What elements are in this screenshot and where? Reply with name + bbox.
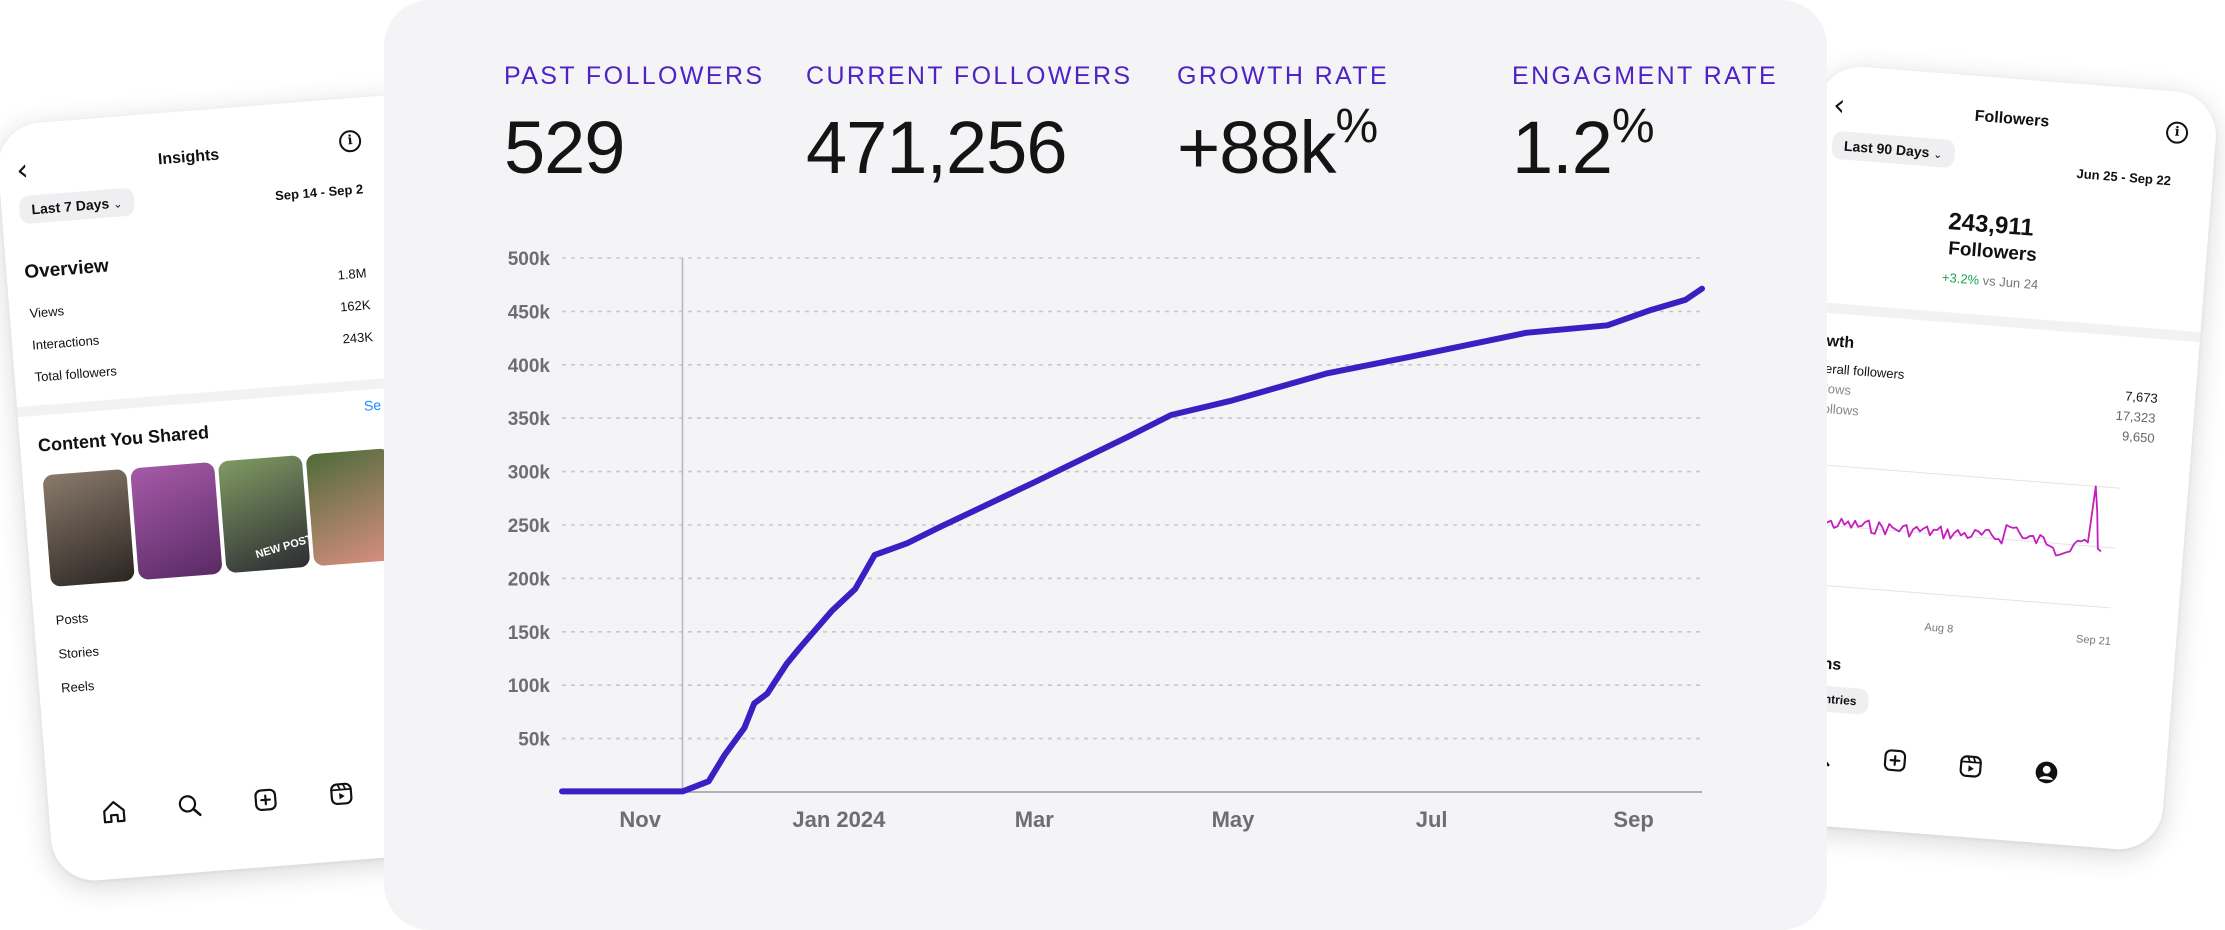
mini-x-label: Aug 8 xyxy=(1924,621,1954,636)
insights-title: Insights xyxy=(157,146,220,169)
y-tick-label: 350k xyxy=(508,409,551,430)
mini-chart-line xyxy=(1796,485,2102,557)
chart-grid xyxy=(562,257,1702,740)
stat-number: 471,256 xyxy=(806,106,1067,189)
x-tick-label: Nov xyxy=(619,807,661,832)
stat-label: GROWTH RATE xyxy=(1177,62,1390,90)
x-tick-label: May xyxy=(1212,807,1256,832)
growth-value-unfollows: 9,650 xyxy=(2121,428,2156,446)
content-row-stories[interactable]: Stories xyxy=(57,643,100,662)
growth-value-overall: 7,673 xyxy=(2124,388,2159,406)
y-tick-label: 450k xyxy=(508,302,551,323)
info-icon[interactable]: i xyxy=(2165,120,2189,145)
reels-icon[interactable] xyxy=(327,780,355,808)
followers-title: Followers xyxy=(1974,107,2050,131)
reels-icon[interactable] xyxy=(1957,752,1985,780)
overview-label-views: Views xyxy=(29,303,65,321)
add-icon[interactable] xyxy=(1881,746,1909,774)
mini-followers-chart xyxy=(1791,462,2121,609)
overview-value-followers: 243K xyxy=(342,329,374,347)
followers-line-chart: 50k100k150k200k250k300k350k400k450k500k … xyxy=(508,249,1705,832)
stat-label: CURRENT FOLLOWERS xyxy=(806,62,1133,90)
y-axis-labels: 50k 100k 150k 200k 250k 300k 350k 400k 450k 500k xyxy=(508,249,551,751)
y-tick-label: 150k xyxy=(508,623,551,644)
date-filter-dropdown[interactable]: Last 90 Days ⌄ xyxy=(1831,130,1956,169)
insights-phone: ‹ Insights i Last 7 Days ⌄ Sep 14 - Sep 2… xyxy=(0,92,484,884)
date-filter-label: Last 7 Days xyxy=(30,195,110,218)
content-title: Content You Shared xyxy=(37,422,210,456)
followers-phone: ‹ Followers i Last 90 Days ⌄ Jun 25 - Sep… xyxy=(1760,63,2220,853)
x-tick-label: Mar xyxy=(1015,807,1055,832)
stat-value: +88k% xyxy=(1177,103,1389,185)
profile-icon[interactable] xyxy=(2033,758,2061,786)
date-filter-dropdown[interactable]: Last 7 Days ⌄ xyxy=(18,187,136,225)
chevron-down-icon: ⌄ xyxy=(1932,148,1943,162)
stat-suffix: % xyxy=(1611,100,1655,153)
stat-current-followers: CURRENT FOLLOWERS 471,256 xyxy=(806,62,1132,185)
change-pct: +3.2% xyxy=(1941,269,1980,288)
date-range: Sep 14 - Sep 2 xyxy=(274,181,364,204)
stat-number: 1.2 xyxy=(1512,106,1613,189)
back-icon[interactable]: ‹ xyxy=(1831,87,1847,124)
mini-chart-grid xyxy=(1791,462,2121,609)
content-row-reels[interactable]: Reels xyxy=(60,677,95,696)
stat-value: 471,256 xyxy=(806,111,1132,185)
overview-label-interactions: Interactions xyxy=(31,332,100,353)
content-row-posts[interactable]: Posts xyxy=(55,610,89,628)
overview-value-views: 1.8M xyxy=(337,265,368,283)
new-post-sticker: NEW POST! xyxy=(254,531,311,562)
followers-count-label: Followers xyxy=(1947,238,2038,267)
y-tick-label: 300k xyxy=(508,463,551,484)
stat-label: ENGAGMENT RATE xyxy=(1512,62,1779,90)
stat-suffix: % xyxy=(1335,100,1379,153)
see-all-link[interactable]: Se xyxy=(363,396,382,414)
stat-number: +88k xyxy=(1177,106,1337,189)
info-icon[interactable]: i xyxy=(338,129,362,154)
add-icon[interactable] xyxy=(252,786,280,814)
y-tick-label: 200k xyxy=(508,569,551,590)
stat-value: 1.2% xyxy=(1512,103,1778,185)
x-tick-label: Sep xyxy=(1613,807,1653,832)
home-icon[interactable] xyxy=(100,798,128,826)
y-tick-label: 500k xyxy=(508,249,551,270)
content-thumbnail[interactable]: NEW POST! xyxy=(217,454,311,574)
content-thumbnail[interactable] xyxy=(42,468,135,588)
y-tick-label: 50k xyxy=(518,730,550,751)
y-tick-label: 250k xyxy=(508,516,551,537)
stat-value: 529 xyxy=(504,111,765,185)
growth-value-follows: 17,323 xyxy=(2115,407,2156,426)
back-icon[interactable]: ‹ xyxy=(15,152,30,189)
y-tick-label: 400k xyxy=(508,356,551,377)
stat-engagement-rate: ENGAGMENT RATE 1.2% xyxy=(1512,62,1778,185)
change-vs: vs Jun 24 xyxy=(1982,272,2039,293)
stat-growth-rate: GROWTH RATE +88k% xyxy=(1177,62,1389,185)
mini-x-label: Sep 21 xyxy=(2075,633,2112,649)
x-tick-label: Jul xyxy=(1416,807,1448,832)
chevron-down-icon: ⌄ xyxy=(112,198,123,211)
stat-past-followers: PAST FOLLOWERS 529 xyxy=(504,62,765,185)
section-divider xyxy=(1800,300,2201,343)
content-thumbnail[interactable] xyxy=(130,461,223,581)
overview-title: Overview xyxy=(23,255,110,284)
date-range: Jun 25 - Sep 22 xyxy=(2076,165,2172,189)
x-axis-labels: Nov Jan 2024 Mar May Jul Sep xyxy=(619,807,1653,832)
followers-series-line xyxy=(559,285,1705,795)
stat-number: 529 xyxy=(504,106,625,189)
x-tick-label: Jan 2024 xyxy=(792,807,886,832)
followers-count: 243,911 xyxy=(1947,208,2035,242)
overview-label-followers: Total followers xyxy=(34,363,118,385)
y-tick-label: 100k xyxy=(508,676,551,697)
stat-label: PAST FOLLOWERS xyxy=(504,62,765,90)
overview-value-interactions: 162K xyxy=(339,297,371,315)
followers-growth-card: PAST FOLLOWERS 529 CURRENT FOLLOWERS 471… xyxy=(384,0,1827,930)
followers-change: +3.2% vs Jun 24 xyxy=(1941,270,2038,293)
date-filter-label: Last 90 Days xyxy=(1843,137,1931,161)
search-icon[interactable] xyxy=(176,792,204,820)
chart-series xyxy=(559,285,1705,795)
